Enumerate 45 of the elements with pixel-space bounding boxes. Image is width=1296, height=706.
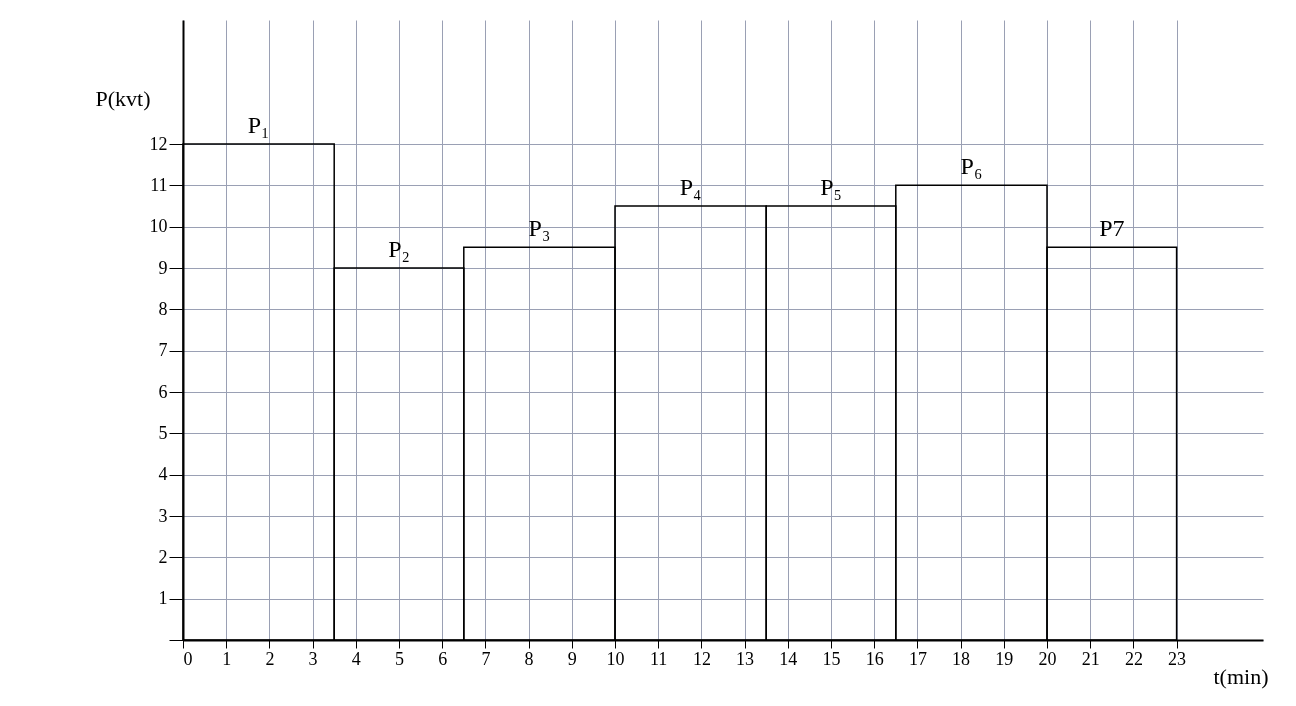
- y-tick-label: 10: [149, 216, 168, 237]
- annotation: P₂: [388, 236, 410, 262]
- y-tick-label: 1: [158, 588, 168, 609]
- x-tick-label: 21: [1081, 648, 1100, 669]
- x-tick-label: 0: [183, 648, 193, 669]
- x-tick-label: 3: [308, 648, 318, 669]
- x-tick-label: 7: [481, 648, 491, 669]
- x-tick-label: 6: [438, 648, 448, 669]
- x-tick-label: 16: [865, 648, 884, 669]
- y-tick-label: 3: [158, 505, 168, 526]
- x-tick-label: 17: [908, 648, 927, 669]
- y-tick-label: 8: [158, 298, 168, 319]
- x-tick-label: 12: [692, 648, 711, 669]
- y-tick-label: 4: [158, 464, 168, 485]
- x-tick-label: 13: [736, 648, 755, 669]
- y-tick-label: 5: [158, 422, 168, 443]
- x-tick-label: 4: [351, 648, 361, 669]
- annotation: P₅: [820, 174, 842, 200]
- x-tick-label: 15: [822, 648, 841, 669]
- x-tick-label: 14: [779, 648, 798, 669]
- x-tick-label: 1: [222, 648, 232, 669]
- x-tick-label: 10: [606, 648, 625, 669]
- y-axis-title: P(kvt): [95, 85, 151, 111]
- x-tick-label: 9: [567, 648, 577, 669]
- annotation: P₃: [528, 215, 551, 242]
- x-tick-label: 11: [650, 648, 668, 669]
- x-tick-label: 20: [1038, 648, 1057, 669]
- y-tick-label: 9: [158, 257, 168, 278]
- annotation: P₁: [247, 112, 270, 138]
- x-tick-label: 23: [1168, 648, 1187, 669]
- annotation: P₆: [960, 153, 983, 180]
- x-tick-label: 8: [524, 648, 534, 669]
- annotation: P₄: [679, 174, 702, 200]
- y-tick-label: 7: [158, 340, 168, 361]
- y-tick-label: 6: [158, 381, 168, 402]
- x-tick-label: 18: [952, 648, 971, 669]
- annotation: P7: [1099, 215, 1125, 242]
- y-tick-label: 12: [149, 133, 168, 154]
- y-tick-label: 2: [158, 546, 168, 567]
- x-axis-title: t(min): [1213, 663, 1269, 689]
- x-tick-label: 2: [265, 648, 275, 669]
- x-tick-label: 19: [995, 648, 1014, 669]
- x-tick-label: 22: [1124, 648, 1143, 669]
- x-tick-label: 5: [395, 648, 404, 669]
- y-tick-label: 11: [150, 174, 168, 195]
